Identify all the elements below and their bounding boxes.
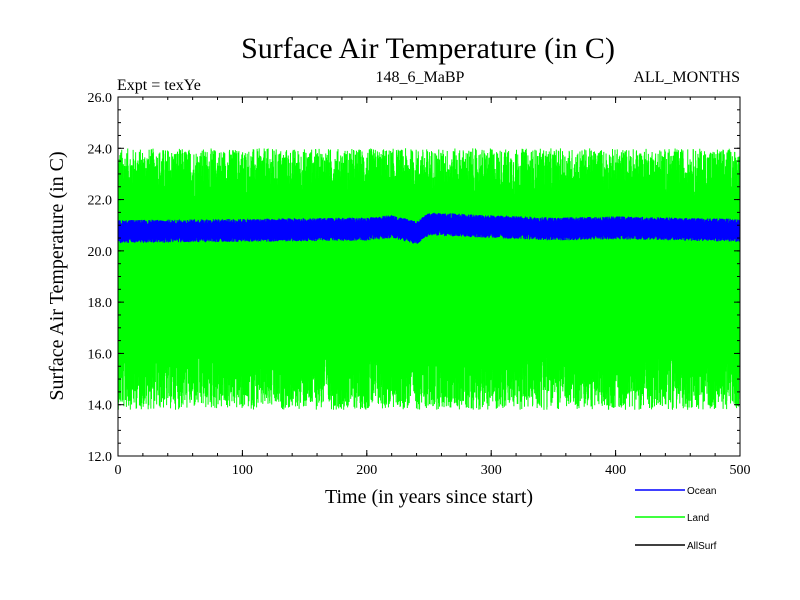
x-axis-ticks: 0 100 200 300 400 500 bbox=[115, 97, 751, 478]
y-tick-label: 16.0 bbox=[88, 347, 113, 362]
series-ocean bbox=[118, 212, 740, 244]
x-tick-label: 100 bbox=[232, 463, 253, 478]
subtitle-right: ALL_MONTHS bbox=[633, 69, 740, 86]
x-tick-label: 0 bbox=[115, 463, 122, 478]
legend-label-land: Land bbox=[687, 513, 709, 524]
legend-label-allsurf: AllSurf bbox=[687, 541, 717, 552]
x-tick-label: 400 bbox=[605, 463, 626, 478]
subtitle-center: 148_6_MaBP bbox=[376, 69, 465, 86]
y-tick-label: 14.0 bbox=[88, 399, 113, 414]
series-land-line bbox=[118, 148, 740, 410]
subtitle-left: Expt = texYe bbox=[117, 77, 201, 94]
legend-label-ocean: Ocean bbox=[687, 486, 716, 497]
legend: Ocean Land AllSurf bbox=[635, 486, 717, 552]
series-land bbox=[118, 148, 740, 410]
y-tick-label: 26.0 bbox=[88, 91, 113, 106]
y-tick-label: 12.0 bbox=[88, 450, 113, 465]
x-tick-label: 200 bbox=[356, 463, 377, 478]
y-tick-label: 24.0 bbox=[88, 142, 113, 157]
x-axis-label: Time (in years since start) bbox=[325, 486, 533, 508]
plot-area bbox=[117, 96, 741, 457]
x-tick-label: 300 bbox=[481, 463, 502, 478]
y-axis-ticks: 12.0 14.0 16.0 18.0 20.0 22.0 24.0 26.0 bbox=[88, 91, 740, 465]
x-tick-label: 500 bbox=[730, 463, 751, 478]
y-tick-label: 18.0 bbox=[88, 296, 113, 311]
series-ocean-line bbox=[118, 212, 740, 244]
y-tick-label: 20.0 bbox=[88, 245, 113, 260]
chart-title: Surface Air Temperature (in C) bbox=[241, 32, 615, 65]
y-axis-label: Surface Air Temperature (in C) bbox=[46, 151, 68, 400]
y-tick-label: 22.0 bbox=[88, 194, 113, 209]
